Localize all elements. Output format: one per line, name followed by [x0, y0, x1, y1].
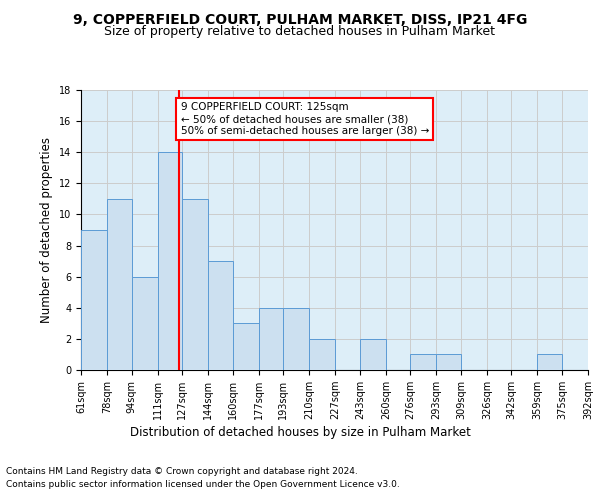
Bar — [208, 261, 233, 370]
Bar — [131, 276, 158, 370]
Bar — [158, 152, 182, 370]
Bar — [410, 354, 436, 370]
Bar — [538, 354, 562, 370]
Text: Size of property relative to detached houses in Pulham Market: Size of property relative to detached ho… — [104, 25, 496, 38]
Bar — [360, 339, 386, 370]
Bar — [309, 339, 335, 370]
Text: Distribution of detached houses by size in Pulham Market: Distribution of detached houses by size … — [130, 426, 470, 439]
Text: Contains public sector information licensed under the Open Government Licence v3: Contains public sector information licen… — [6, 480, 400, 489]
Bar — [283, 308, 309, 370]
Text: Contains HM Land Registry data © Crown copyright and database right 2024.: Contains HM Land Registry data © Crown c… — [6, 468, 358, 476]
Y-axis label: Number of detached properties: Number of detached properties — [40, 137, 53, 323]
Text: 9, COPPERFIELD COURT, PULHAM MARKET, DISS, IP21 4FG: 9, COPPERFIELD COURT, PULHAM MARKET, DIS… — [73, 12, 527, 26]
Bar — [182, 199, 208, 370]
Bar — [81, 230, 107, 370]
Text: 9 COPPERFIELD COURT: 125sqm
← 50% of detached houses are smaller (38)
50% of sem: 9 COPPERFIELD COURT: 125sqm ← 50% of det… — [181, 102, 429, 136]
Bar — [436, 354, 461, 370]
Bar — [259, 308, 283, 370]
Bar — [107, 199, 131, 370]
Bar — [233, 324, 259, 370]
